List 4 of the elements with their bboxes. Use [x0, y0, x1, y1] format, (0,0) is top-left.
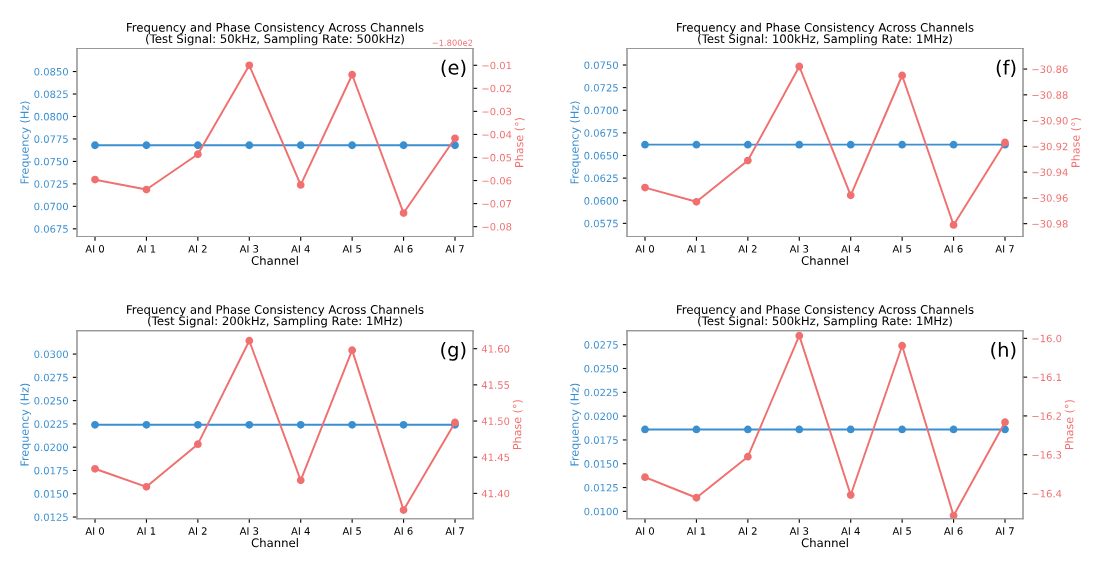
annotation: (g) [441, 341, 466, 361]
annotation: (e) [441, 59, 466, 78]
annotation: (f) [996, 59, 1016, 78]
annotation: (h) [991, 341, 1016, 360]
